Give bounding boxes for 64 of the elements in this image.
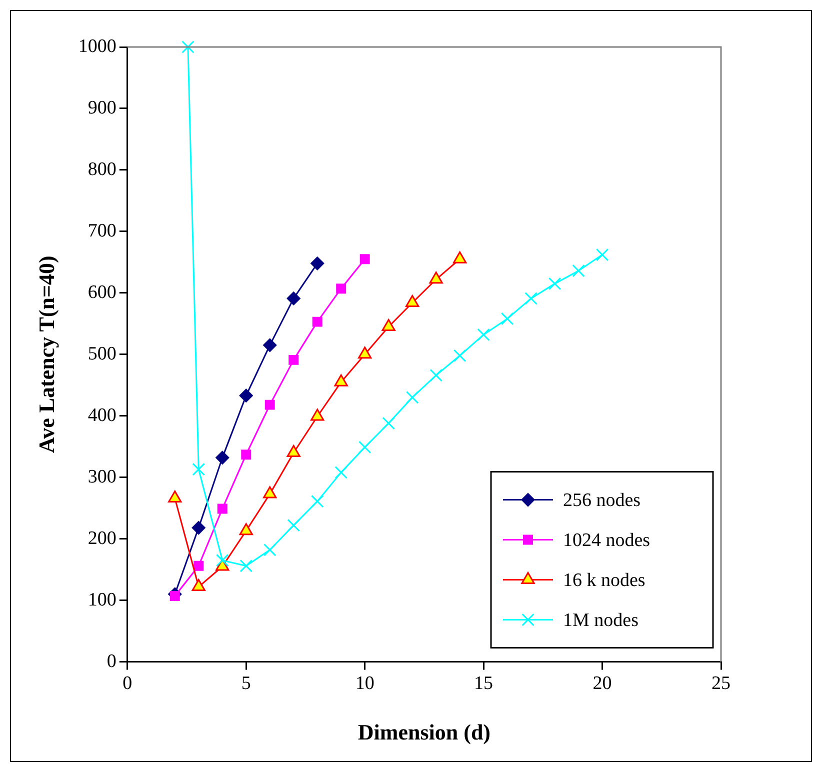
y-tick-label: 1000 xyxy=(78,36,116,57)
point xyxy=(286,292,300,306)
legend-label: 256 nodes xyxy=(563,490,641,511)
point xyxy=(453,349,466,362)
point xyxy=(192,462,206,476)
point xyxy=(312,316,322,327)
point xyxy=(358,346,372,359)
point xyxy=(548,277,562,290)
point xyxy=(263,338,277,352)
point xyxy=(382,416,395,430)
point xyxy=(263,544,276,556)
point xyxy=(310,256,324,270)
point xyxy=(572,264,585,278)
point xyxy=(406,295,420,308)
point xyxy=(263,486,277,498)
point xyxy=(288,354,299,365)
point xyxy=(360,254,370,264)
legend-label: 16 k nodes xyxy=(563,570,646,591)
point xyxy=(310,408,324,421)
y-tick-label: 300 xyxy=(88,466,116,488)
x-tick-label: 20 xyxy=(592,673,612,694)
point xyxy=(336,284,346,294)
point xyxy=(430,368,442,382)
point xyxy=(334,466,348,479)
point xyxy=(241,450,252,460)
point xyxy=(596,248,609,262)
point xyxy=(524,292,538,305)
y-tick-label: 100 xyxy=(88,589,116,610)
x-tick-label: 15 xyxy=(474,673,494,694)
y-tick-label: 800 xyxy=(88,158,116,180)
legend-label: 1024 nodes xyxy=(563,530,650,551)
point xyxy=(192,579,206,592)
point xyxy=(310,494,324,508)
point xyxy=(194,560,204,571)
y-tick-label: 0 xyxy=(106,650,116,672)
point xyxy=(264,400,275,410)
y-tick-label: 900 xyxy=(88,97,116,118)
point xyxy=(239,523,253,536)
point xyxy=(168,490,182,503)
point xyxy=(286,445,300,458)
legend-label: 1M nodes xyxy=(563,610,638,631)
y-tick-label: 200 xyxy=(88,528,116,549)
point xyxy=(406,391,419,404)
point xyxy=(216,554,229,567)
x-tick-label: 25 xyxy=(712,673,730,694)
y-tick-label: 700 xyxy=(88,220,116,242)
x-tick-label: 0 xyxy=(122,673,132,694)
point xyxy=(500,312,514,326)
y-tick-label: 500 xyxy=(88,343,116,364)
point xyxy=(182,41,194,54)
point xyxy=(240,559,253,572)
x-tick-label: 5 xyxy=(241,673,251,694)
point xyxy=(358,440,372,454)
point xyxy=(477,328,490,342)
point xyxy=(216,450,230,464)
point xyxy=(239,388,253,402)
x-tick-label: 10 xyxy=(355,673,374,694)
y-tick-label: 400 xyxy=(88,404,116,426)
y-axis-title: Ave Latency T(n=40) xyxy=(34,256,59,454)
point xyxy=(287,518,300,532)
point xyxy=(217,504,228,514)
x-axis-title: Dimension (d) xyxy=(358,719,491,744)
y-tick-label: 600 xyxy=(88,282,116,303)
point xyxy=(192,521,206,535)
